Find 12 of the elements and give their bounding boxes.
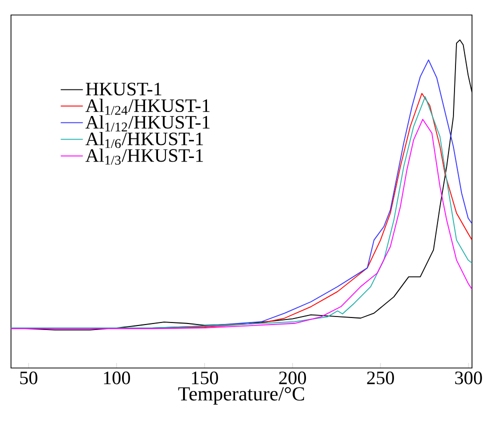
legend-label: Al$_{1/3}$/HKUST-1 (85, 148, 203, 165)
legend-label: HKUST-1 (86, 82, 162, 96)
legend-label: Al$_{1/6}$/HKUST-1 (85, 132, 203, 148)
legend-label: Al$_{1/24}$/HKUST-1 (85, 98, 210, 115)
legend-label: Al$_{1/12}$/HKUST-1 (85, 115, 210, 132)
x-tick-label: 200 (279, 372, 306, 384)
x-tick-label: 100 (104, 372, 130, 384)
x-tick-label: 250 (367, 372, 394, 384)
x-tick-label: 50 (20, 372, 38, 384)
x-tick-label: 300 (455, 372, 482, 384)
x-axis-title: Temperature/°C (178, 387, 304, 405)
x-tick-label: 150 (192, 372, 218, 384)
